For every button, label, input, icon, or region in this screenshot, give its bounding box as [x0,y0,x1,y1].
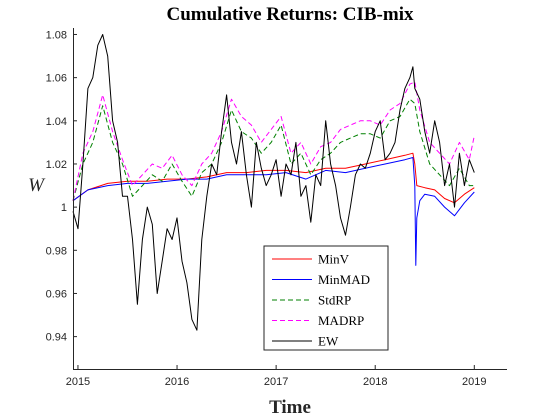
x-tick-label: 2015 [66,376,90,388]
legend-label-madrp: MADRP [318,313,364,328]
x-ticks: 2015 2016 2017 2018 2019 [66,365,487,388]
series-line-ew [72,34,475,331]
series-line-minmad [72,157,475,266]
legend-label-minv: MinV [318,252,350,267]
x-tick-label: 2018 [363,376,387,388]
x-tick-label: 2019 [462,376,486,388]
y-tick-label: 1.02 [46,159,67,171]
y-ticks: 0.94 0.96 0.98 1 1.02 1.04 1.06 1.08 [46,29,77,344]
series-line-stdrp [72,98,475,201]
x-axis-label: Time [269,397,311,418]
series-layer [72,34,475,331]
legend-box [263,245,389,351]
x-tick-label: 2017 [264,376,288,388]
y-tick-label: 1 [61,202,67,214]
series-line-madrp [72,81,475,201]
legend: MinV MinMAD StdRP MADRP EW [263,245,389,351]
legend-label-ew: EW [318,334,339,349]
y-tick-label: 0.96 [46,288,67,300]
y-tick-label: 1.06 [46,73,67,85]
y-tick-label: 0.98 [46,245,67,257]
y-axis-label: W [28,175,46,196]
y-tick-label: 0.94 [46,332,67,344]
legend-label-stdrp: StdRP [318,293,351,308]
chart-title: Cumulative Returns: CIB-mix [167,4,414,25]
y-tick-label: 1.08 [46,29,67,41]
x-tick-label: 2016 [165,376,189,388]
series-line-minv [72,152,475,204]
y-tick-label: 1.04 [46,116,67,128]
legend-label-minmad: MinMAD [318,272,370,287]
